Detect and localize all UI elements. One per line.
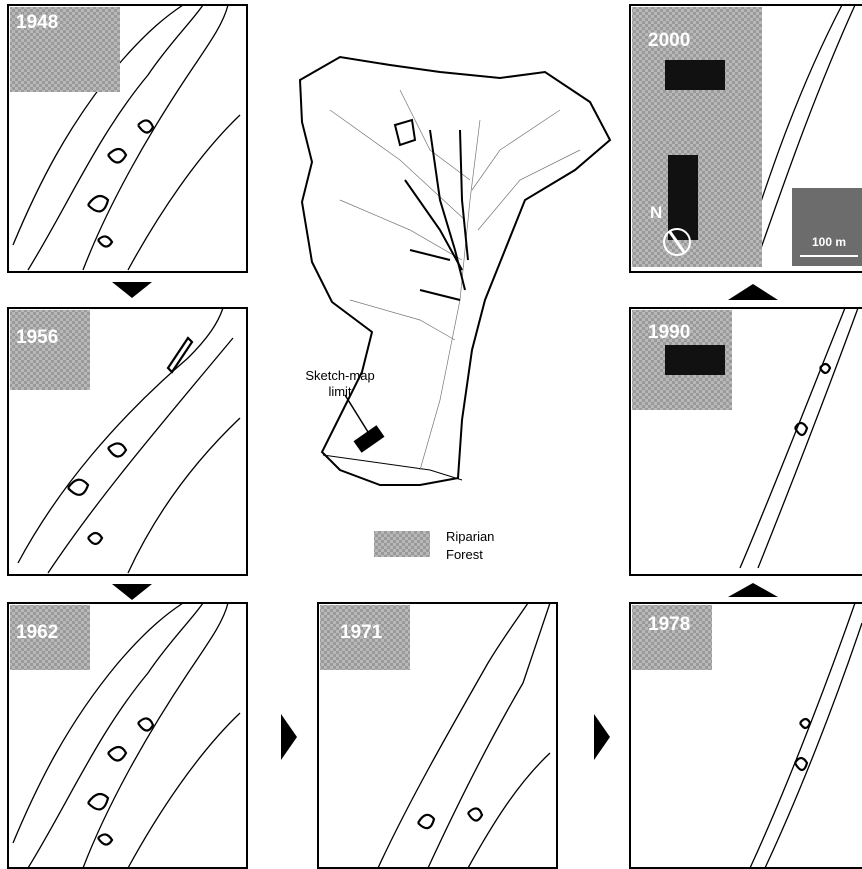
year-label: 1990 [648,322,690,343]
legend-label: Riparian [446,529,494,544]
label-bg [632,605,712,670]
year-label: 1971 [340,622,383,643]
river-sketches [11,3,862,869]
legend-label: Forest [446,547,483,562]
year-label: 1948 [16,12,58,33]
label-bg [10,605,90,670]
scale-label: 100 m [812,235,846,249]
label-bg [10,7,120,92]
arrows [112,282,778,760]
year-label: 1978 [648,614,690,635]
label-bg [320,605,410,670]
north-label: N [650,203,662,222]
label-bg [10,310,90,390]
annotation: Sketch-map [305,368,374,383]
legend-swatch [374,531,430,557]
year-label: 2000 [648,30,690,51]
year-labels: 1948 1956 1962 1971 1978 1990 2000 N 100… [10,7,862,670]
year-label: 1956 [16,327,58,348]
legend: Riparian Forest [374,529,494,562]
basin-map: Sketch-map limit [298,55,612,486]
year-label: 1962 [16,622,58,643]
annotation: limit [328,384,351,399]
